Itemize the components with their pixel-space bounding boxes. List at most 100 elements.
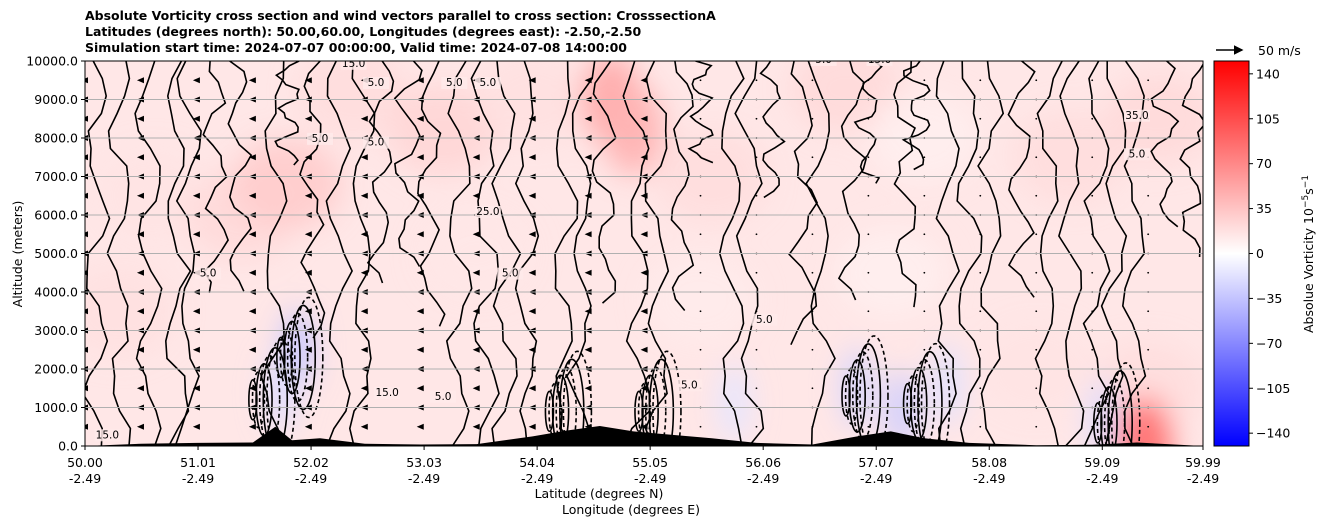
wind-vector	[1091, 79, 1094, 82]
wind-vector	[699, 271, 702, 274]
wind-vector	[192, 308, 200, 315]
contour-line	[290, 304, 317, 411]
wind-vector	[136, 423, 144, 430]
wind-vector	[867, 233, 870, 236]
chart-title: Absolute Vorticity cross section and win…	[85, 8, 716, 56]
wind-vector	[699, 348, 702, 351]
contour-label: 5.0	[681, 379, 698, 391]
wind-vector	[1147, 425, 1150, 428]
colorbar-tick-label: 0	[1256, 246, 1264, 261]
wind-vector	[528, 154, 536, 161]
wind-vector	[640, 231, 648, 238]
wind-vector	[1091, 233, 1094, 236]
wind-vector	[699, 425, 702, 428]
wind-vector	[640, 346, 648, 353]
wind-vector	[699, 156, 702, 159]
wind-vector	[979, 387, 982, 390]
wind-vector	[528, 423, 536, 430]
colorbar-tick-label: −140	[1256, 426, 1290, 441]
y-axis: 0.0 1000.0 2000.0 3000.0 4000.0 5000.0 6000.0 7…	[26, 54, 85, 454]
colorbar	[1213, 60, 1250, 447]
wind-vector	[360, 231, 368, 238]
wind-vector	[867, 117, 870, 120]
wind-vector	[755, 233, 758, 236]
wind-vector	[699, 79, 702, 82]
contour-line	[559, 358, 585, 446]
colorbar-tick-label: −105	[1256, 381, 1290, 396]
wind-vector	[1035, 194, 1038, 197]
wind-vector	[136, 231, 144, 238]
wind-vector	[360, 308, 368, 315]
wind-vector	[85, 269, 88, 276]
y-tick-label: 9000.0	[34, 92, 78, 107]
wind-vector	[640, 269, 648, 276]
contour-line	[1007, 61, 1036, 298]
vorticity-region	[603, 85, 664, 176]
contour-line	[652, 350, 682, 446]
wind-vector	[584, 346, 592, 353]
wind-vector	[811, 117, 814, 120]
wind-vector	[248, 423, 256, 430]
wind-vector	[755, 425, 758, 428]
x-axis-title: Latitude (degrees N)	[535, 486, 664, 501]
contour-label-bg	[676, 379, 703, 392]
wind-vector	[192, 385, 200, 392]
wind-vector	[416, 192, 424, 199]
wind-vector	[248, 192, 256, 199]
y-tick-label: 2000.0	[34, 362, 78, 377]
wind-vector	[979, 233, 982, 236]
x-tick-label-lon: -2.49	[69, 471, 101, 486]
y-tick-label: 3000.0	[34, 323, 78, 338]
contour-label: 5.0	[368, 137, 385, 149]
wind-vector	[1091, 310, 1094, 313]
wind-vector	[1091, 387, 1094, 390]
wind-vector	[360, 154, 368, 161]
contour-label: 15.0	[375, 387, 398, 399]
x-tick-label-lon: -2.49	[521, 471, 553, 486]
wind-vector	[1035, 387, 1038, 390]
wind-vector	[867, 425, 870, 428]
wind-vector	[1035, 117, 1038, 120]
wind-vector	[416, 385, 424, 392]
wind-vector	[85, 115, 88, 122]
contour-label-bg	[474, 77, 501, 90]
vorticity-region	[85, 266, 174, 357]
wind-vector	[248, 269, 256, 276]
wind-vector	[1091, 117, 1094, 120]
contour-label-bg	[362, 136, 389, 149]
contour-label-bg	[307, 132, 334, 145]
wind-vector	[867, 194, 870, 197]
wind-vector	[528, 77, 536, 84]
wind-vector	[136, 269, 144, 276]
contour-line	[837, 61, 868, 301]
vorticity-region	[231, 139, 342, 230]
wind-vector	[923, 194, 926, 197]
wind-vector	[755, 79, 758, 82]
wind-vector	[528, 346, 536, 353]
wind-vector	[1091, 425, 1094, 428]
wind-vector	[136, 308, 144, 315]
x-tick-label-lat: 50.00	[67, 455, 103, 470]
wind-vector	[640, 385, 648, 392]
contour-label: 5.0	[446, 77, 463, 89]
contour-label-bg	[94, 429, 121, 442]
wind-vector	[136, 192, 144, 199]
wind-vector	[699, 233, 702, 236]
wind-vector	[472, 385, 480, 392]
wind-vector	[304, 346, 312, 353]
wind-vector	[923, 271, 926, 274]
contour-line	[913, 358, 936, 446]
wind-vector	[755, 387, 758, 390]
wind-vector	[248, 385, 256, 392]
wind-vector	[923, 156, 926, 159]
wind-vector	[584, 192, 592, 199]
wind-vector	[1091, 348, 1094, 351]
wind-vector	[304, 115, 312, 122]
wind-vector	[136, 154, 144, 161]
x-axis: 50.00-2.4951.01-2.4952.02-2.4953.03-2.49…	[67, 446, 1221, 486]
wind-vector	[416, 231, 424, 238]
contour-label: 15.0	[868, 54, 891, 66]
x-tick-label-lon: -2.49	[1187, 471, 1219, 486]
contour-line	[286, 312, 309, 403]
colorbar-tick-label: 105	[1256, 111, 1280, 126]
